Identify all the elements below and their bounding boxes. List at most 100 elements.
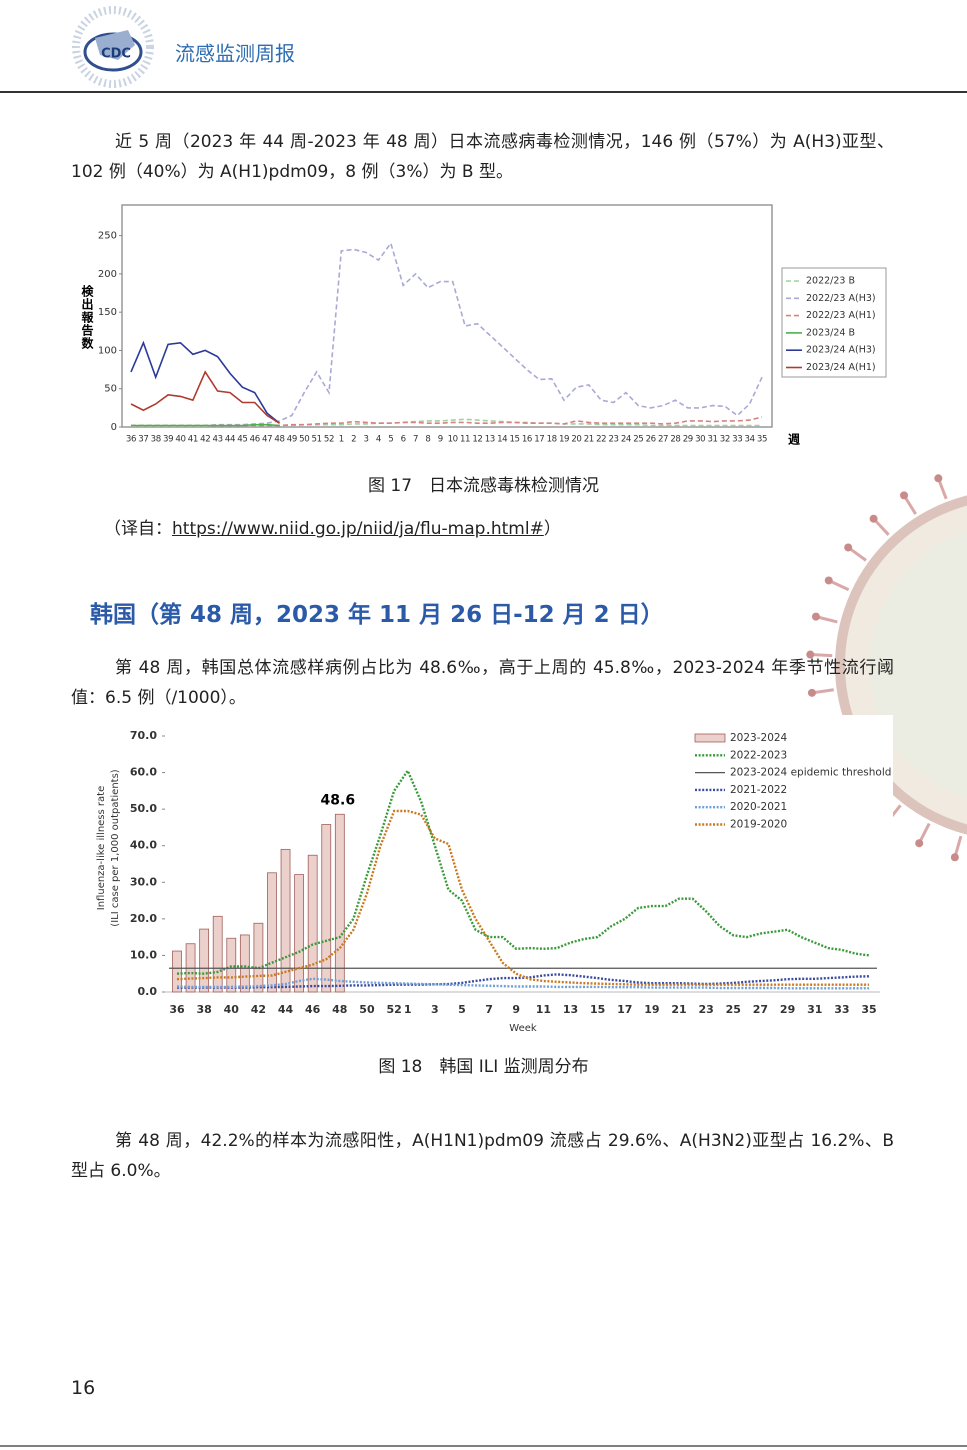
x-tick-label: 3 bbox=[431, 1003, 439, 1016]
legend-label: 2020-2021 bbox=[730, 801, 787, 813]
bar bbox=[334, 813, 345, 993]
x-tick-label: 38 bbox=[151, 435, 161, 445]
x-tick-label: 13 bbox=[563, 1003, 578, 1016]
x-tick-label: 16 bbox=[522, 435, 532, 445]
x-tick-label: 51 bbox=[312, 435, 322, 445]
x-tick-label: 3 bbox=[364, 435, 369, 445]
source-suffix: ） bbox=[543, 519, 561, 539]
x-tick-label: 47 bbox=[262, 435, 272, 445]
x-tick-label: 8 bbox=[425, 435, 430, 445]
x-tick-label: 46 bbox=[305, 1003, 321, 1016]
y-tick-label: 20.0 bbox=[130, 912, 157, 925]
legend-label: 2023-2024 epidemic threshold bbox=[730, 767, 891, 779]
x-tick-label: 29 bbox=[780, 1003, 795, 1016]
paragraph: 第 48 周，42.2%的样本为流感阳性，A(H1N1)pdm09 流感占 29… bbox=[71, 1131, 894, 1181]
x-tick-label: 5 bbox=[458, 1003, 466, 1016]
bar bbox=[172, 950, 182, 993]
y-tick-label: 200 bbox=[98, 269, 117, 280]
x-tick-label: 43 bbox=[213, 435, 223, 445]
x-tick-label: 18 bbox=[547, 435, 557, 445]
x-tick-label: 37 bbox=[138, 435, 148, 445]
y-tick-label: 150 bbox=[98, 307, 117, 318]
x-tick-label: 27 bbox=[658, 435, 668, 445]
x-tick-label: 13 bbox=[485, 435, 495, 445]
x-tick-label: 50 bbox=[299, 435, 309, 445]
virus-spike-tip bbox=[869, 514, 878, 523]
section-heading: 韩国（第 48 周，2023 年 11 月 26 日-12 月 2 日） bbox=[90, 602, 664, 628]
legend-label: 2023-2024 bbox=[730, 732, 788, 744]
x-tick-label: 20 bbox=[571, 435, 581, 445]
x-tick-label: 7 bbox=[485, 1003, 493, 1016]
x-tick-label: 10 bbox=[448, 435, 458, 445]
x-tick-label: 42 bbox=[251, 1003, 266, 1016]
virus-spike-tip bbox=[900, 491, 909, 500]
x-tick-label: 1 bbox=[404, 1003, 412, 1016]
y-tick-label: 100 bbox=[98, 345, 117, 356]
series-line bbox=[131, 423, 280, 427]
y-axis-label: 検出報告数 bbox=[80, 284, 94, 350]
logo-text: CDC bbox=[101, 47, 131, 62]
x-tick-label: 11 bbox=[536, 1003, 551, 1016]
x-tick-label: 44 bbox=[278, 1003, 294, 1016]
figure-caption: 图 18 韩国 ILI 监测周分布 bbox=[378, 1057, 589, 1077]
legend-label: 2022-2023 bbox=[730, 749, 787, 761]
x-tick-label: 23 bbox=[699, 1003, 714, 1016]
legend-label: 2023/24 B bbox=[806, 327, 855, 338]
y-tick-label: 60.0 bbox=[130, 766, 157, 779]
source-line: （译自：https://www.niid.go.jp/niid/ja/flu-m… bbox=[104, 514, 561, 544]
x-tick-label: 35 bbox=[757, 435, 767, 445]
logo-ring bbox=[72, 6, 154, 88]
x-tick-label: 39 bbox=[163, 435, 173, 445]
x-tick-label: 6 bbox=[401, 435, 406, 445]
y-tick-label: 10.0 bbox=[130, 948, 157, 961]
x-tick-label: 45 bbox=[237, 435, 247, 445]
x-tick-label: 11 bbox=[460, 435, 470, 445]
x-tick-label: 1 bbox=[339, 435, 344, 445]
plot-frame bbox=[121, 204, 773, 428]
source-link[interactable]: https://www.niid.go.jp/niid/ja/flu-map.h… bbox=[172, 519, 544, 539]
y-tick-label: 70.0 bbox=[130, 729, 157, 742]
series-line bbox=[176, 809, 869, 986]
y-tick-label: 40.0 bbox=[130, 839, 157, 852]
legend-label: 2022/23 A(H3) bbox=[806, 293, 876, 304]
x-tick-label: 15 bbox=[509, 435, 519, 445]
x-tick-label: 33 bbox=[834, 1003, 849, 1016]
x-tick-label: 31 bbox=[807, 1003, 822, 1016]
x-tick-label: 44 bbox=[225, 435, 235, 445]
legend-swatch bbox=[694, 733, 726, 743]
x-tick-label: 24 bbox=[621, 435, 631, 445]
x-tick-label: 4 bbox=[376, 435, 381, 445]
virus-spike-tip bbox=[844, 543, 853, 552]
legend-label: 2023/24 A(H3) bbox=[806, 345, 876, 356]
x-tick-label: 40 bbox=[224, 1003, 240, 1016]
series-line bbox=[130, 370, 280, 424]
logo-map bbox=[95, 30, 135, 60]
virus-spike-tip bbox=[807, 688, 816, 697]
virus-spike-tip bbox=[806, 650, 815, 659]
bar bbox=[199, 928, 210, 993]
y-tick-label: 0.0 bbox=[138, 985, 158, 998]
y-axis-label: (ILI case per 1,000 outpatients) bbox=[110, 769, 121, 926]
x-tick-label: 14 bbox=[497, 435, 507, 445]
bar bbox=[280, 848, 291, 993]
x-tick-label: 32 bbox=[720, 435, 730, 445]
x-axis-label: Week bbox=[509, 1023, 537, 1034]
page-number: 16 bbox=[71, 1377, 96, 1399]
x-tick-label: 38 bbox=[196, 1003, 211, 1016]
legend-label: 2023/24 A(H1) bbox=[806, 362, 876, 373]
x-tick-label: 42 bbox=[200, 435, 210, 445]
x-tick-label: 25 bbox=[633, 435, 643, 445]
bar bbox=[212, 915, 223, 993]
bar bbox=[307, 854, 318, 993]
x-tick-label: 19 bbox=[559, 435, 569, 445]
legend-label: 2019-2020 bbox=[730, 819, 787, 831]
x-tick-label: 9 bbox=[512, 1003, 520, 1016]
x-axis-label: 週 bbox=[788, 432, 800, 447]
x-tick-label: 26 bbox=[646, 435, 656, 445]
virus-core bbox=[870, 531, 967, 799]
x-tick-label: 48 bbox=[274, 435, 284, 445]
bar bbox=[321, 824, 332, 993]
x-tick-label: 40 bbox=[175, 435, 185, 445]
x-tick-label: 35 bbox=[861, 1003, 876, 1016]
